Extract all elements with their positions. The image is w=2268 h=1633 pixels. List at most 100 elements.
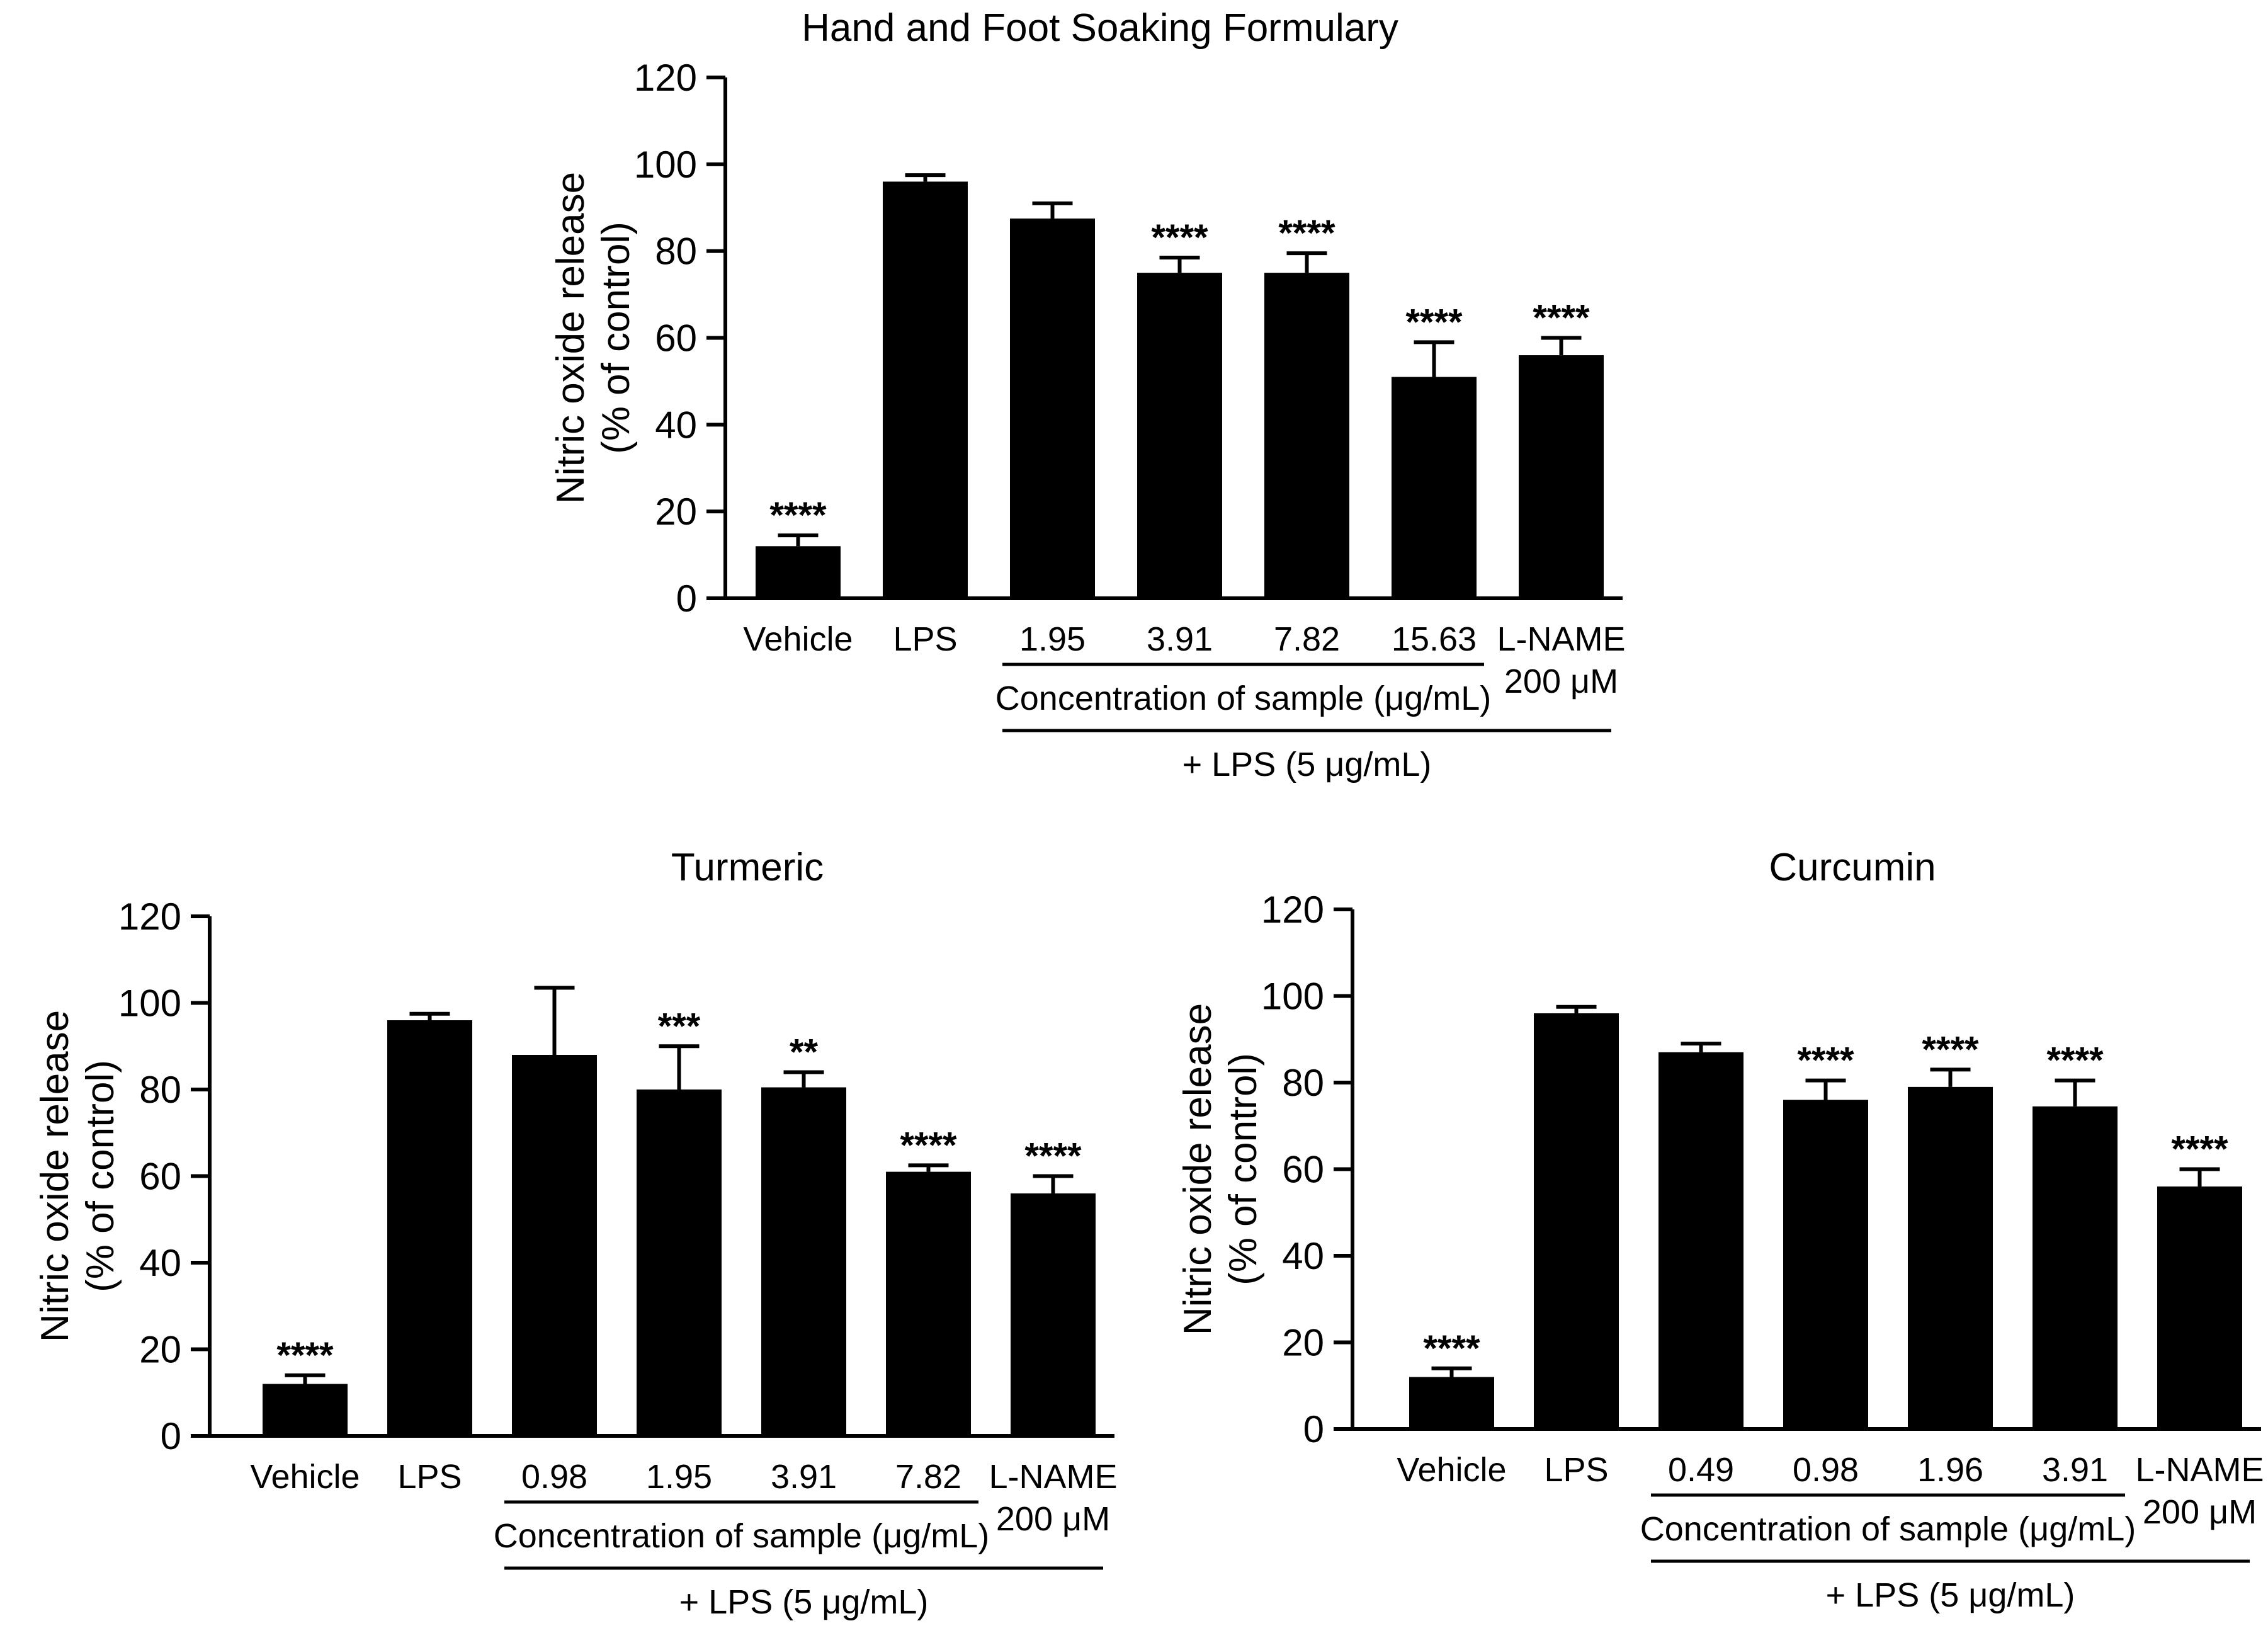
y-tick-label: 100 [634,144,697,186]
category-label: Vehicle [250,1458,360,1496]
y-axis-label-line1: Nitric oxide release [1176,1003,1220,1335]
y-tick-label: 0 [676,578,697,620]
significance-label: *** [658,1006,701,1047]
category-sublabel: 200 μM [1504,663,1618,700]
chart-panel-1: Hand and Foot Soaking Formulary 0 20 40 60 80… [549,6,1626,783]
y-tick-label: 60 [139,1156,181,1198]
significance-label: **** [2171,1129,2228,1170]
chart-title: Hand and Foot Soaking Formulary [802,6,1398,50]
bar-0-49 [1658,1052,1744,1429]
significance-label: **** [1423,1328,1480,1369]
y-tick-label: 80 [1282,1062,1324,1104]
category-sublabel: 200 μM [996,1500,1110,1538]
y-axis-label-line2: (% of control) [594,222,638,454]
significance-label: ** [790,1032,819,1073]
category-label: L-NAME [1497,620,1625,658]
bar-lps [1534,1013,1619,1429]
significance-label: **** [2046,1040,2104,1081]
y-tick-label: 120 [118,896,181,938]
category-label: 1.95 [1019,620,1086,658]
bar-0-98 [1783,1100,1868,1429]
category-label: 0.98 [521,1458,587,1496]
y-tick-label: 40 [1282,1235,1324,1277]
category-label: 1.95 [646,1458,712,1496]
y-tick-label: 100 [118,982,181,1025]
bar-1-95 [637,1090,722,1436]
category-label: 7.82 [1274,620,1340,658]
category-label: 0.98 [1793,1451,1859,1489]
y-tick-label: 80 [139,1069,181,1111]
bar-1-95 [1010,218,1095,599]
lps-label: + LPS (5 μg/mL) [679,1583,929,1621]
concentration-label: Concentration of sample (μg/mL) [1640,1510,2136,1548]
significance-label: **** [1024,1136,1082,1177]
y-tick-label: 80 [655,230,697,273]
y-axis-label-line1: Nitric oxide release [549,172,593,504]
lps-label: + LPS (5 μg/mL) [1182,746,1432,783]
significance-label: **** [1405,302,1463,343]
y-tick-label: 40 [655,404,697,446]
chart-title: Curcumin [1769,846,1936,889]
y-tick-label: 40 [139,1242,181,1284]
concentration-label: Concentration of sample (μg/mL) [995,680,1491,717]
significance-label: **** [1797,1040,1854,1081]
y-axis-label-line2: (% of control) [79,1060,122,1292]
bar-lps [883,181,968,598]
category-label: L-NAME [2135,1451,2264,1489]
significance-label: **** [1151,217,1208,258]
chart-panel-2: Turmeric 0 20 40 60 80 100 120 Nitric oxide rele… [33,846,1118,1621]
category-label: LPS [1544,1451,1608,1489]
y-axis-label: Nitric oxide release (% of control) [549,172,638,504]
category-label: 3.91 [771,1458,837,1496]
bar-vehicle [1409,1377,1494,1429]
y-tick-label: 60 [655,317,697,360]
chart-panel-3: Curcumin 0 20 40 60 80 100 120 Nitric oxide rele… [1176,846,2264,1614]
concentration-label: Concentration of sample (μg/mL) [494,1517,989,1555]
significance-label: **** [1922,1029,1979,1070]
y-axis-label: Nitric oxide release (% of control) [1176,1003,1265,1335]
y-tick-label: 20 [655,491,697,533]
lps-label: + LPS (5 μg/mL) [1826,1576,2075,1614]
category-label: Vehicle [743,620,853,658]
bar-lps [387,1020,472,1436]
y-axis-label: Nitric oxide release (% of control) [33,1010,122,1342]
category-sublabel: 200 μM [2143,1493,2257,1531]
bar-7-82 [886,1171,971,1436]
y-tick-label: 100 [1261,976,1324,1018]
category-label: L-NAME [989,1458,1117,1496]
category-label: LPS [893,620,957,658]
y-tick-label: 60 [1282,1149,1324,1191]
bar-7-82 [1264,273,1349,598]
y-tick-label: 120 [634,57,697,99]
chart-title: Turmeric [671,846,824,889]
category-label: 3.91 [1147,620,1213,658]
y-tick-label: 0 [1303,1408,1324,1450]
y-tick-label: 120 [1261,889,1324,931]
significance-label: **** [769,495,827,536]
bar-l-name [1519,355,1604,598]
bar-l-name [1011,1193,1096,1436]
bar-1-96 [1908,1086,1993,1429]
category-label: Vehicle [1397,1451,1506,1489]
y-axis-label-line1: Nitric oxide release [33,1010,77,1342]
bar-l-name [2157,1186,2242,1429]
category-label: 0.49 [1668,1451,1734,1489]
bar-15-63 [1392,377,1477,598]
significance-label: **** [1278,213,1335,254]
bar-vehicle [756,546,841,598]
category-label: 7.82 [895,1458,961,1496]
significance-label: **** [276,1335,334,1376]
bar-3-91 [2033,1106,2118,1429]
y-tick-label: 20 [139,1329,181,1371]
bar-3-91 [761,1087,846,1436]
bar-0-98 [512,1055,597,1436]
y-tick-label: 20 [1282,1322,1324,1364]
significance-label: **** [900,1125,957,1166]
category-label: 1.96 [1917,1451,1983,1489]
bar-vehicle [263,1384,348,1436]
y-axis-label-line2: (% of control) [1222,1053,1265,1285]
category-label: 15.63 [1392,620,1477,658]
significance-label: **** [1533,298,1590,339]
